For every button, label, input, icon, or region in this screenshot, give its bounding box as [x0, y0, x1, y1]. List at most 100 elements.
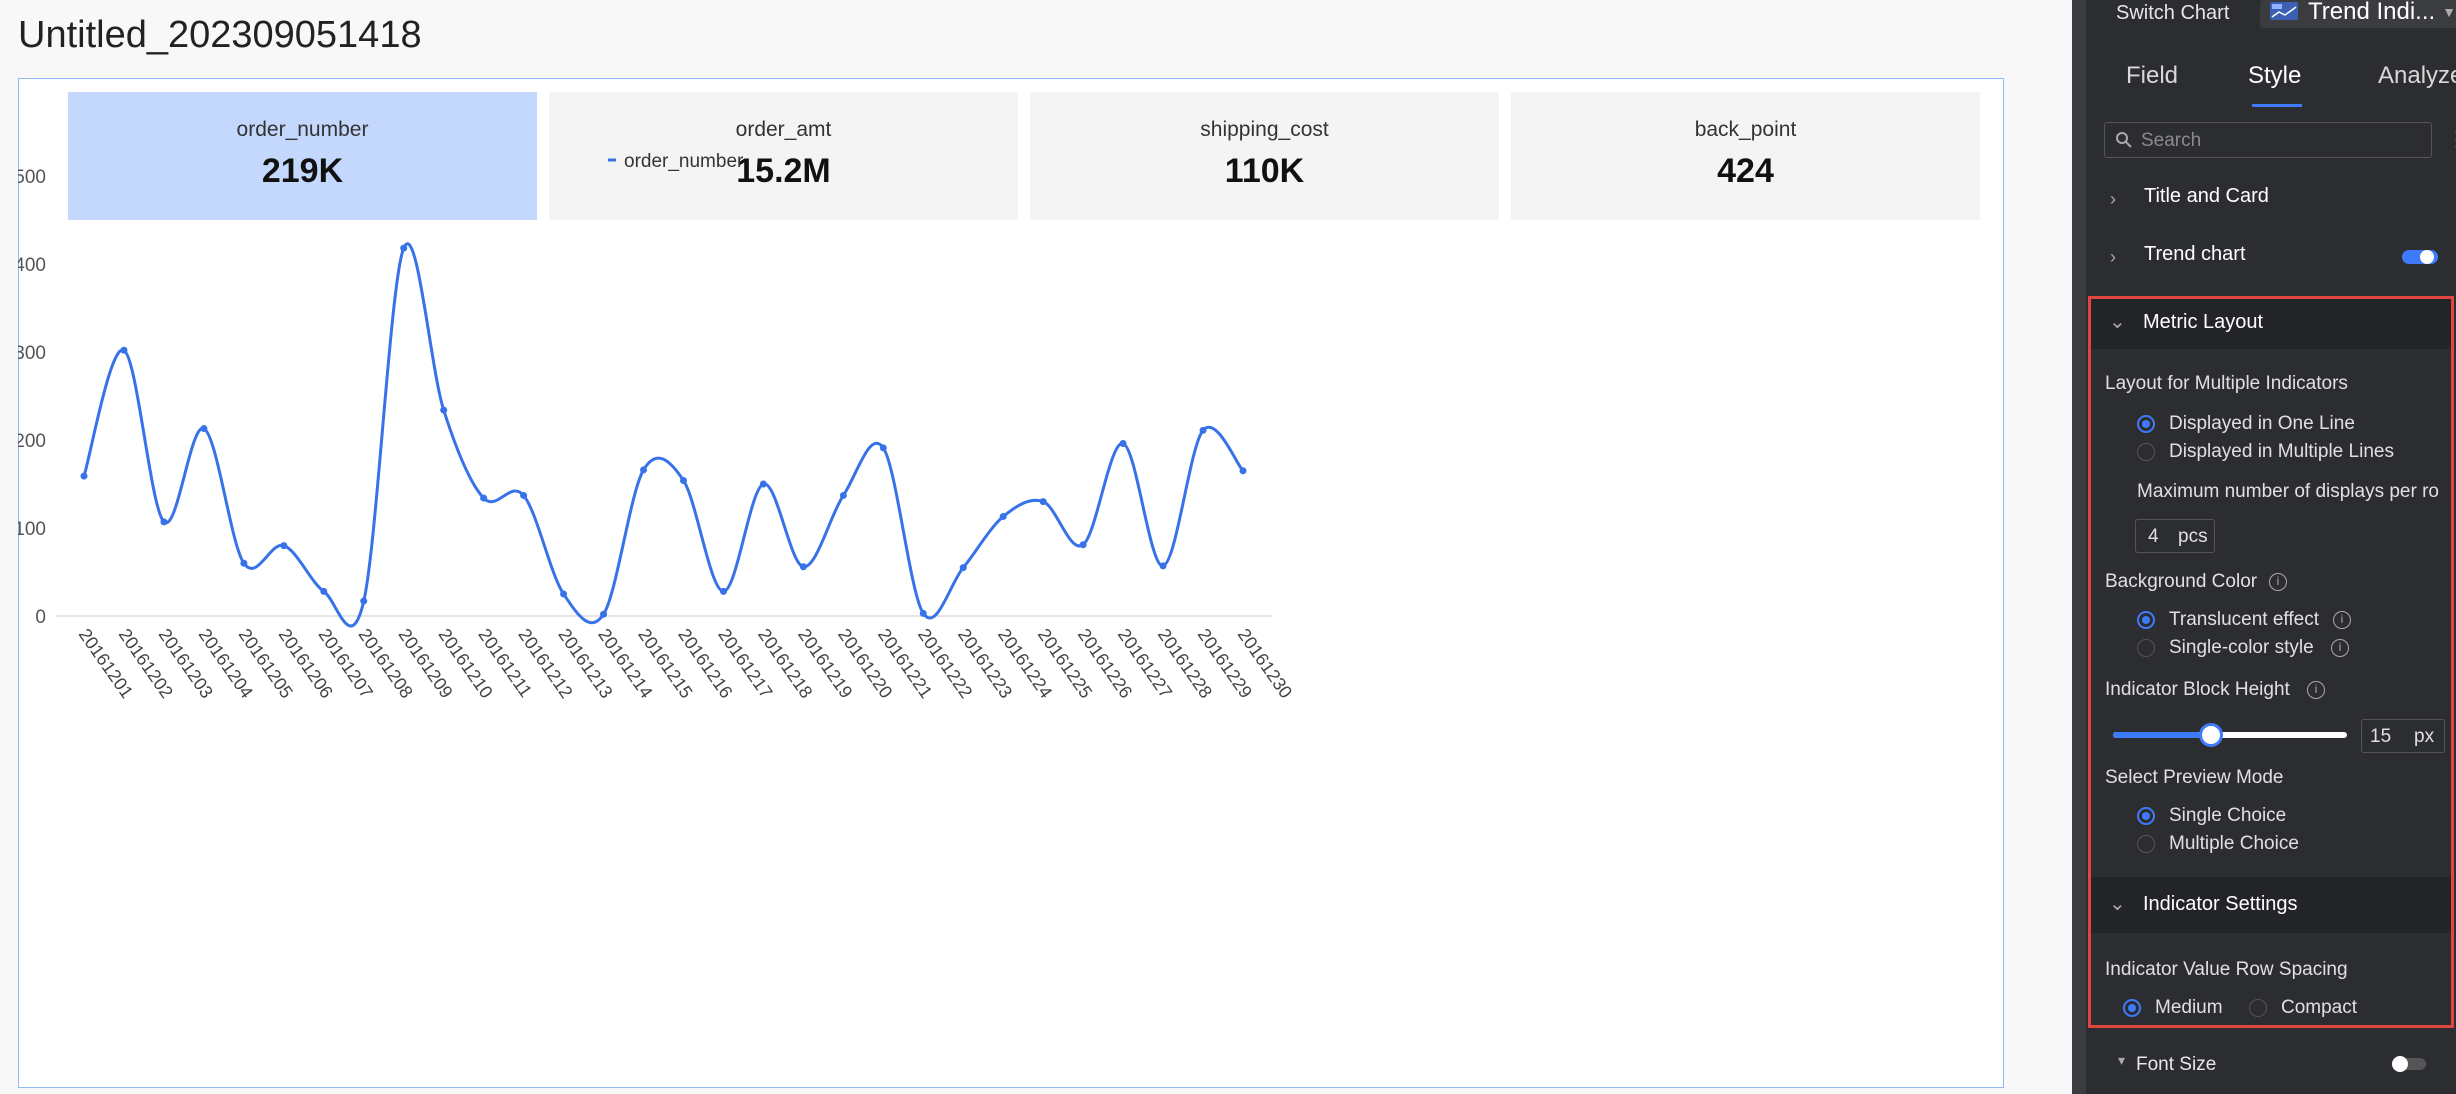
- data-point: [919, 609, 927, 617]
- section-title: Font Size: [2136, 1054, 2217, 1075]
- chevron-down-icon: ⌄: [2109, 893, 2126, 915]
- data-point: [879, 444, 887, 452]
- data-point: [240, 559, 248, 567]
- chevron-down-icon: ⌄: [2109, 311, 2126, 333]
- data-point: [999, 513, 1007, 521]
- preview-mode-label: Select Preview Mode: [2105, 767, 2284, 788]
- data-point: [679, 476, 687, 484]
- series-line-order-number: [82, 242, 1245, 628]
- max-display-value: 4: [2148, 526, 2159, 547]
- chevron-right-icon: ›: [2110, 189, 2116, 209]
- max-display-input[interactable]: 4 pcs: [2135, 519, 2215, 553]
- data-point: [120, 346, 128, 354]
- radio-multiple-choice-label[interactable]: Multiple Choice: [2169, 833, 2299, 854]
- info-icon[interactable]: i: [2333, 611, 2351, 629]
- radio-one-line-label[interactable]: Displayed in One Line: [2169, 413, 2355, 434]
- indicator-label: order_number: [236, 118, 369, 141]
- data-point: [400, 244, 408, 252]
- section-title-and-card[interactable]: › Title and Card: [2088, 170, 2456, 228]
- info-icon[interactable]: i: [2269, 573, 2287, 591]
- info-icon[interactable]: i: [2307, 681, 2325, 699]
- section-trend-chart[interactable]: › Trend chart: [2088, 228, 2456, 286]
- section-title: Indicator Settings: [2143, 893, 2298, 915]
- radio-translucent-label[interactable]: Translucent effect: [2169, 609, 2319, 630]
- indicator-card-shipping-cost[interactable]: shipping_cost 110K: [1030, 92, 1499, 220]
- radio-medium[interactable]: [2123, 999, 2141, 1017]
- radio-single-color[interactable]: [2137, 639, 2155, 657]
- data-point: [959, 564, 967, 572]
- radio-single-choice-label[interactable]: Single Choice: [2169, 805, 2287, 826]
- tab-analyze[interactable]: Analyze: [2378, 62, 2456, 89]
- info-icon[interactable]: i: [2331, 639, 2349, 657]
- y-tick-label: 200: [18, 431, 46, 452]
- data-point: [839, 491, 847, 499]
- trend-indicator-chart-icon: [2270, 2, 2298, 20]
- indicator-value: 219K: [261, 152, 344, 190]
- radio-translucent[interactable]: [2137, 611, 2155, 629]
- more-options-icon[interactable]: ⋮: [2446, 126, 2456, 152]
- data-point: [200, 425, 208, 433]
- section-font-size[interactable]: ▾ Font Size: [2104, 1044, 2452, 1084]
- radio-multiple-choice[interactable]: [2137, 835, 2155, 853]
- radio-one-line[interactable]: [2137, 415, 2155, 433]
- section-metric-layout[interactable]: ⌄ Metric Layout: [2091, 299, 2451, 349]
- data-point: [1079, 541, 1087, 549]
- legend-label: order_number: [624, 151, 744, 172]
- data-point: [480, 494, 488, 502]
- row-spacing-label: Indicator Value Row Spacing: [2105, 959, 2348, 980]
- radio-compact-label[interactable]: Compact: [2281, 997, 2358, 1018]
- radio-single-choice[interactable]: [2137, 807, 2155, 825]
- section-title: Title and Card: [2144, 185, 2269, 207]
- indicator-card-order-amt[interactable]: order_amt 15.2M: [549, 92, 1018, 220]
- metric-layout-highlight: ⌄ Metric Layout Layout for Multiple Indi…: [2088, 296, 2454, 1028]
- section-title: Metric Layout: [2143, 311, 2264, 333]
- chevron-right-icon: ›: [2110, 247, 2116, 267]
- data-point: [560, 590, 568, 598]
- data-point: [759, 480, 767, 488]
- caret-down-icon: ▾: [2118, 1052, 2126, 1068]
- background-color-label: Background Color: [2105, 571, 2258, 592]
- section-indicator-settings[interactable]: ⌄ Indicator Settings: [2091, 877, 2451, 933]
- section-title: Trend chart: [2144, 243, 2246, 265]
- data-point: [1039, 498, 1047, 506]
- tab-style[interactable]: Style: [2248, 62, 2302, 89]
- radio-compact[interactable]: [2249, 999, 2267, 1017]
- block-height-slider-handle[interactable]: [2199, 723, 2224, 747]
- y-tick-label: 0: [35, 607, 46, 628]
- font-size-toggle[interactable]: [2392, 1056, 2426, 1072]
- radio-medium-label[interactable]: Medium: [2155, 997, 2223, 1018]
- radio-multiple-lines-label[interactable]: Displayed in Multiple Lines: [2169, 441, 2394, 462]
- block-height-input[interactable]: 15 px: [2361, 719, 2445, 753]
- data-point: [1239, 467, 1247, 475]
- indicator-value: 424: [1717, 152, 1774, 190]
- block-height-value: 15: [2370, 726, 2392, 747]
- radio-single-color-label[interactable]: Single-color style: [2169, 637, 2314, 658]
- data-point: [600, 610, 608, 618]
- data-point: [719, 587, 727, 595]
- data-point: [1159, 562, 1167, 570]
- indicator-card-order-number[interactable]: order_number 219K: [68, 92, 537, 220]
- data-point: [440, 406, 448, 414]
- data-point: [80, 472, 88, 480]
- toggle-knob: [2392, 1056, 2408, 1072]
- radio-multiple-lines[interactable]: [2137, 443, 2155, 461]
- data-point: [520, 491, 528, 499]
- panel-divider: [2072, 0, 2086, 1094]
- toggle-knob: [2420, 250, 2434, 264]
- block-height-slider-track[interactable]: [2113, 723, 2347, 747]
- indicator-card-back-point[interactable]: back_point 424: [1511, 92, 1980, 220]
- search-input[interactable]: Search: [2104, 122, 2432, 158]
- data-point: [1119, 440, 1127, 448]
- data-point: [280, 542, 288, 550]
- y-tick-label: 100: [18, 519, 46, 540]
- trend-chart-toggle[interactable]: [2402, 250, 2438, 264]
- block-height-unit: px: [2414, 726, 2435, 747]
- indicator-label: back_point: [1694, 118, 1797, 141]
- switch-chart-row: Switch Chart Trend Indi... ▼: [2086, 0, 2456, 30]
- tab-field[interactable]: Field: [2126, 62, 2179, 89]
- chart-widget[interactable]: [18, 78, 2004, 1088]
- block-height-slider-fill: [2113, 732, 2212, 738]
- layout-multiple-label: Layout for Multiple Indicators: [2105, 373, 2348, 394]
- chart-type-select[interactable]: Trend Indi... ▼: [2260, 0, 2456, 28]
- y-tick-label: 300: [18, 343, 46, 364]
